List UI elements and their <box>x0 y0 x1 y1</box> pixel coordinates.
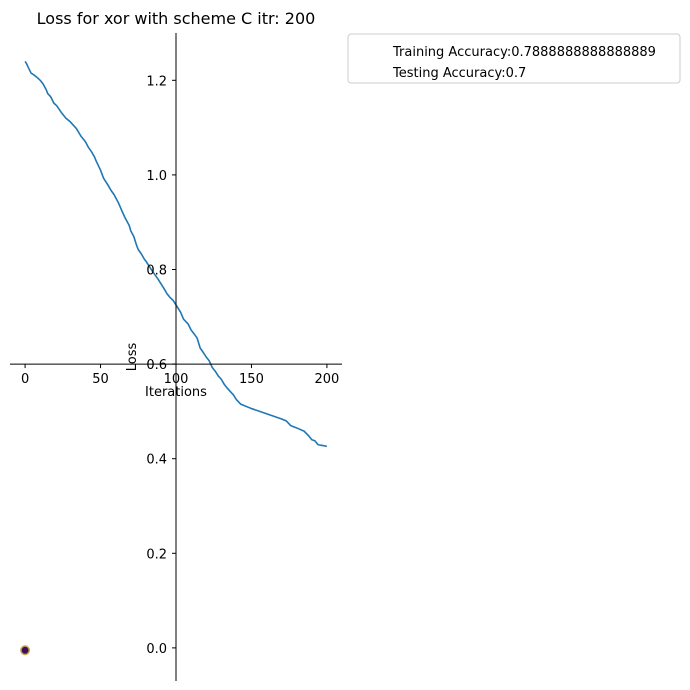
legend-box <box>347 33 681 84</box>
legend-entry-training-accuracy: Training Accuracy:0.7888888888888889 <box>392 45 656 60</box>
x-tick-label: 200 <box>314 372 339 387</box>
y-tick-label: 0.2 <box>146 547 167 562</box>
y-tick-label: 0.8 <box>146 263 167 278</box>
series-layer <box>24 60 328 448</box>
series-line-0 <box>24 60 328 448</box>
x-axis-label: Iterations <box>145 385 207 400</box>
x-tick-label: 50 <box>92 372 109 387</box>
markers-layer <box>20 645 31 656</box>
y-axis-label: Loss <box>125 343 140 372</box>
scatter-point-0 <box>20 645 31 656</box>
y-tick-label: 0.4 <box>146 453 167 468</box>
legend: Training Accuracy:0.7888888888888889 Tes… <box>347 33 681 84</box>
x-tick-label: 0 <box>21 372 29 387</box>
y-tick-label: 1.2 <box>146 74 167 89</box>
y-tick-label: 0.0 <box>146 642 167 657</box>
y-ticks: 0.0 0.2 0.4 0.6 0.8 1.0 1.2 <box>146 74 176 657</box>
y-tick-label: 1.0 <box>146 169 167 184</box>
x-tick-label: 150 <box>239 372 264 387</box>
x-tick-label: 100 <box>164 372 189 387</box>
legend-entry-testing-accuracy: Testing Accuracy:0.7 <box>392 66 526 81</box>
x-ticks: 0 50 100 150 200 <box>21 364 339 387</box>
y-tick-label: 0.6 <box>146 358 167 373</box>
chart-title: Loss for xor with scheme C itr: 200 <box>37 9 316 28</box>
